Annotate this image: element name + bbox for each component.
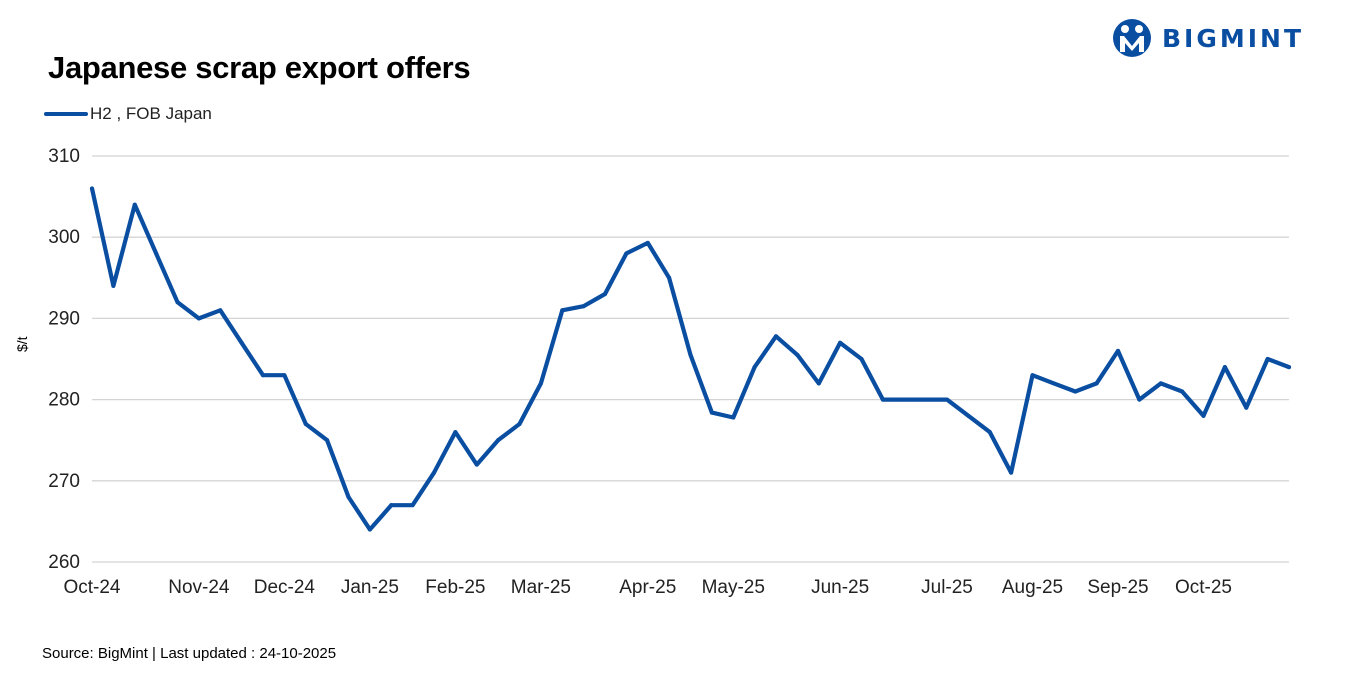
- data-point: [175, 300, 180, 305]
- x-tick-label: Jan-25: [341, 577, 399, 598]
- legend-swatch: [44, 112, 88, 116]
- data-point: [261, 373, 265, 378]
- data-point: [923, 397, 928, 402]
- data-point: [645, 240, 650, 245]
- data-point: [987, 430, 992, 435]
- data-point: [581, 304, 586, 309]
- data-point: [111, 283, 116, 288]
- data-point: [1030, 373, 1035, 378]
- x-tick-label: Nov-24: [168, 577, 230, 598]
- legend-label: H2 , FOB Japan: [90, 104, 212, 123]
- data-point: [496, 438, 501, 443]
- source-note: Source: BigMint | Last updated : 24-10-2…: [42, 645, 337, 662]
- x-tick-label: Mar-25: [511, 577, 571, 598]
- y-tick-label: 300: [48, 227, 80, 248]
- data-point: [902, 397, 907, 402]
- data-point: [603, 292, 607, 297]
- data-point: [196, 316, 201, 321]
- data-point: [880, 397, 885, 402]
- data-point: [282, 373, 287, 378]
- data-point: [218, 308, 223, 313]
- chart-legend: H2 , FOB Japan: [44, 104, 212, 124]
- data-point: [1180, 389, 1185, 394]
- data-point: [1244, 405, 1249, 410]
- data-point: [1137, 397, 1142, 402]
- data-point: [731, 415, 736, 420]
- data-point: [624, 251, 629, 256]
- data-point: [1051, 381, 1056, 386]
- data-point: [560, 308, 565, 313]
- data-point: [1201, 413, 1206, 418]
- data-point: [239, 340, 244, 345]
- series-line: [89, 186, 1292, 532]
- logo-wordmark: BIGMINT: [1162, 23, 1305, 53]
- data-point: [517, 421, 522, 426]
- data-point: [816, 381, 821, 386]
- x-tick-label: Oct-24: [63, 577, 120, 598]
- data-point: [325, 438, 330, 443]
- x-tick-label: Jun-25: [811, 577, 869, 598]
- brand-logo: BIGMINT: [1112, 18, 1304, 58]
- data-point: [474, 462, 479, 467]
- data-point: [346, 495, 351, 500]
- data-point: [410, 503, 415, 508]
- x-tick-label: Sep-25: [1087, 577, 1148, 598]
- data-point: [1265, 357, 1270, 361]
- data-point: [1094, 381, 1099, 386]
- x-tick-label: Aug-25: [1002, 577, 1063, 598]
- x-tick-label: Dec-24: [254, 577, 316, 598]
- data-point: [1116, 348, 1120, 353]
- data-point: [966, 413, 971, 418]
- data-point: [667, 275, 672, 280]
- data-point: [1158, 381, 1163, 386]
- data-point: [774, 334, 778, 339]
- y-tick-label: 280: [48, 390, 80, 411]
- data-point: [795, 352, 800, 357]
- data-point: [1009, 470, 1014, 475]
- y-tick-label: 270: [48, 471, 80, 492]
- data-point: [132, 202, 137, 207]
- data-point: [945, 397, 949, 402]
- data-point: [838, 340, 843, 345]
- y-tick-label: 310: [48, 146, 80, 167]
- data-point: [90, 186, 94, 191]
- data-point: [688, 352, 693, 357]
- data-point: [453, 430, 458, 435]
- data-point: [859, 357, 864, 361]
- y-tick-label: 290: [48, 308, 80, 329]
- data-point: [538, 381, 543, 386]
- data-point: [1287, 365, 1291, 370]
- data-point: [1222, 365, 1227, 370]
- x-tick-label: Apr-25: [619, 577, 676, 598]
- x-tick-label: Oct-25: [1175, 577, 1232, 598]
- data-point: [752, 365, 757, 370]
- x-tick-label: May-25: [702, 577, 765, 598]
- bigmint-logo-icon: [1113, 19, 1151, 57]
- x-tick-label: Feb-25: [425, 577, 485, 598]
- y-tick-label: 260: [48, 552, 80, 573]
- data-point: [367, 527, 372, 532]
- data-point: [303, 421, 308, 426]
- x-tick-label: Jul-25: [921, 577, 973, 598]
- chart-title: Japanese scrap export offers: [48, 50, 471, 85]
- data-point: [709, 410, 714, 415]
- data-point: [154, 251, 159, 256]
- data-point: [432, 470, 436, 475]
- data-point: [389, 503, 394, 508]
- data-point: [1073, 389, 1078, 394]
